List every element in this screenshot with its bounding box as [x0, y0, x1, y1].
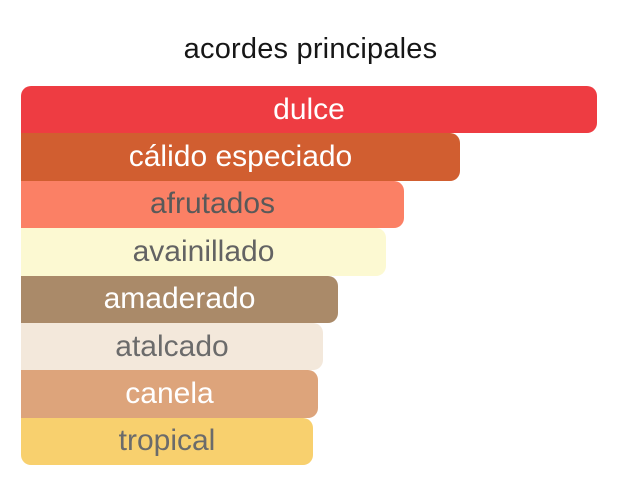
accord-bars-container: dulce cálido especiado afrutados avainillad… [21, 86, 597, 466]
accord-bar: avainillado [21, 228, 386, 276]
accord-bar: tropical [21, 417, 313, 466]
accord-bar: afrutados [21, 180, 404, 229]
accord-bar: canela [21, 370, 318, 418]
accord-bar: cálido especiado [21, 133, 460, 181]
accord-bar: dulce [21, 86, 597, 134]
accord-bar: atalcado [21, 322, 323, 371]
accord-bar: amaderado [21, 275, 338, 323]
chart-title: acordes principales [183, 33, 438, 65]
